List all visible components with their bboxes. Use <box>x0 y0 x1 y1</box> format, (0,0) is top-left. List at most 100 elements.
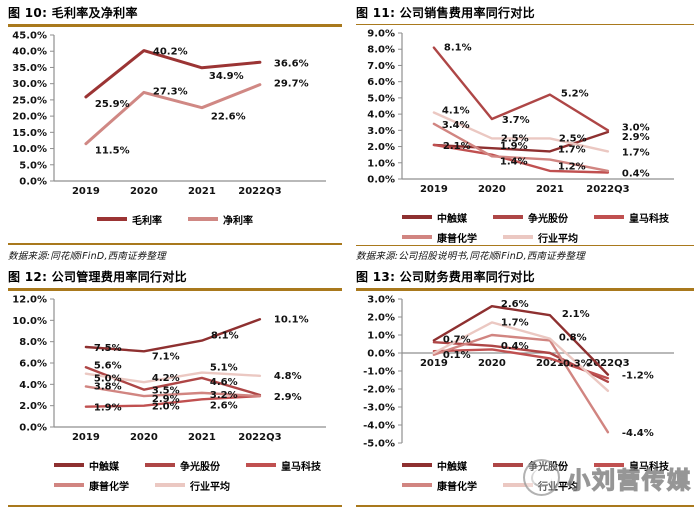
svg-text:2022Q3: 2022Q3 <box>586 358 629 369</box>
svg-text:8.0%: 8.0% <box>19 337 47 348</box>
svg-text:1.2%: 1.2% <box>558 161 586 172</box>
svg-text:3.5%: 3.5% <box>152 385 180 396</box>
svg-text:4.6%: 4.6% <box>210 376 238 387</box>
svg-text:1.7%: 1.7% <box>558 144 586 155</box>
wechat-logo-sketch-icon <box>523 459 560 496</box>
chart-fig12: 0.0% 2.0% 4.0% 6.0% 8.0% 10.0% 12.0% 2019 2020 20… <box>12 294 326 443</box>
svg-text:1.0%: 1.0% <box>367 158 395 169</box>
legend-label: 行业平均 <box>538 233 578 245</box>
svg-text:2.1%: 2.1% <box>562 309 590 320</box>
svg-text:-1.2%: -1.2% <box>622 370 654 381</box>
figure-title: 图 11: 公司销售费用率同行对比 <box>356 6 535 20</box>
panel-fig10: 图 10: 毛利率及净利率 0.0% 5.0% 10.0% 15.0% 20.0% 25.… <box>8 4 342 262</box>
svg-text:2.9%: 2.9% <box>622 131 650 142</box>
svg-text:9.0%: 9.0% <box>367 28 395 39</box>
svg-text:0.0%: 0.0% <box>19 176 47 187</box>
legend-label: 净利率 <box>223 215 253 227</box>
spacer <box>8 227 342 243</box>
legend-label: 争光股份 <box>180 461 220 473</box>
svg-text:35.0%: 35.0% <box>12 62 47 73</box>
svg-text:3.4%: 3.4% <box>442 119 470 130</box>
legend-label: 中触媒 <box>437 213 467 225</box>
svg-text:1.7%: 1.7% <box>622 147 650 158</box>
figure-title: 图 10: 毛利率及净利率 <box>8 6 138 20</box>
svg-text:7.1%: 7.1% <box>152 351 180 362</box>
legend-row: 中触媒 争光股份 皇马科技 <box>54 458 342 473</box>
legend-item: 中触媒 <box>402 458 467 473</box>
legend-line-swatch <box>155 483 185 487</box>
chart-fig10: 0.0% 5.0% 10.0% 15.0% 20.0% 25.0% 30.0% 35.0% 40… <box>12 30 326 197</box>
svg-text:2.5%: 2.5% <box>559 133 587 144</box>
legend-line-swatch <box>145 463 175 467</box>
legend-line-swatch <box>188 217 218 221</box>
legend-label: 行业平均 <box>190 481 230 493</box>
svg-text:-4.0%: -4.0% <box>363 420 395 431</box>
svg-text:2021: 2021 <box>536 358 564 369</box>
legend-line-swatch <box>493 215 523 219</box>
svg-text:25.9%: 25.9% <box>95 98 130 109</box>
svg-text:0.0%: 0.0% <box>19 422 47 433</box>
svg-text:5.0%: 5.0% <box>367 93 395 104</box>
svg-text:8.1%: 8.1% <box>211 330 239 341</box>
legend-line-swatch <box>493 463 523 467</box>
svg-text:1.0%: 1.0% <box>367 330 395 341</box>
svg-text:8.0%: 8.0% <box>367 44 395 55</box>
source-divider <box>8 242 342 245</box>
svg-text:2.6%: 2.6% <box>501 299 529 310</box>
figure-title: 图 13: 公司财务费用率同行对比 <box>356 270 535 284</box>
legend-line-swatch <box>54 463 84 467</box>
svg-text:0.0%: 0.0% <box>367 174 395 185</box>
svg-text:2.0%: 2.0% <box>367 312 395 323</box>
legend-line-swatch <box>594 463 624 467</box>
svg-text:2020: 2020 <box>478 358 506 369</box>
legend-item: 康普化学 <box>402 478 477 493</box>
svg-text:7.0%: 7.0% <box>367 60 395 71</box>
panel-bottom-rule <box>356 504 694 507</box>
svg-text:11.5%: 11.5% <box>95 145 130 156</box>
watermark-text: 小刘营传媒 <box>566 467 692 494</box>
legend-item: 争光股份 <box>493 210 568 225</box>
svg-text:10.0%: 10.0% <box>12 144 47 155</box>
legend-row: 中触媒 争光股份 皇马科技 <box>402 210 694 225</box>
chart-area: 0.0% 1.0% 2.0% 3.0% 4.0% 5.0% 6.0% 7.0% 8.0% 9.0%… <box>356 27 694 209</box>
title-underline <box>356 24 694 25</box>
svg-text:40.0%: 40.0% <box>12 46 47 57</box>
legend-line-swatch <box>246 463 276 467</box>
svg-text:5.0%: 5.0% <box>94 373 122 384</box>
svg-text:4.2%: 4.2% <box>152 373 180 384</box>
svg-text:-3.0%: -3.0% <box>363 402 395 413</box>
svg-text:2022Q3: 2022Q3 <box>238 432 281 443</box>
panel-fig12: 图 12: 公司管理费用率同行对比 0.0% 2.0% 4.0% 6.0% 8.0% 10… <box>8 268 342 507</box>
svg-text:2019: 2019 <box>72 186 100 197</box>
panel-fig11: 图 11: 公司销售费用率同行对比 0.0% 1.0% 2.0% 3.0% 4.0% 5.… <box>356 4 694 262</box>
svg-text:45.0%: 45.0% <box>12 30 47 41</box>
legend-label: 皇马科技 <box>629 461 669 473</box>
svg-text:29.7%: 29.7% <box>274 78 309 89</box>
legend-line-swatch <box>402 235 432 239</box>
svg-text:1.9%: 1.9% <box>94 402 122 413</box>
svg-text:2.9%: 2.9% <box>152 394 180 405</box>
legend-row: 康普化学 行业平均 <box>54 478 342 493</box>
svg-text:3.7%: 3.7% <box>502 114 530 125</box>
svg-text:10.1%: 10.1% <box>274 314 309 325</box>
legend-fig10: 毛利率 净利率 <box>8 212 342 227</box>
legend-item: 康普化学 <box>54 478 129 493</box>
chart-area: 0.0% 5.0% 10.0% 15.0% 20.0% 25.0% 30.0% 35.0% 40… <box>8 29 342 211</box>
svg-text:4.8%: 4.8% <box>274 370 302 381</box>
svg-text:0.4%: 0.4% <box>622 168 650 179</box>
legend-item: 净利率 <box>188 212 253 227</box>
legend-item: 中触媒 <box>54 458 119 473</box>
legend-item: 毛利率 <box>97 212 162 227</box>
svg-text:2.0%: 2.0% <box>152 401 180 412</box>
title-underline <box>356 288 694 291</box>
svg-text:12.0%: 12.0% <box>12 294 47 305</box>
legend-line-swatch <box>503 235 533 239</box>
svg-text:1.4%: 1.4% <box>500 156 528 167</box>
svg-text:-5.0%: -5.0% <box>363 438 395 449</box>
svg-text:2020: 2020 <box>478 184 506 195</box>
svg-text:-0.3%: -0.3% <box>559 358 591 369</box>
chart-area: -5.0% -4.0% -3.0% -2.0% -1.0% 0.0% 1.0% 2.0% 3.0… <box>356 293 694 457</box>
svg-text:0.1%: 0.1% <box>443 350 471 361</box>
svg-text:25.0%: 25.0% <box>12 95 47 106</box>
legend-item: 皇马科技 <box>594 210 669 225</box>
